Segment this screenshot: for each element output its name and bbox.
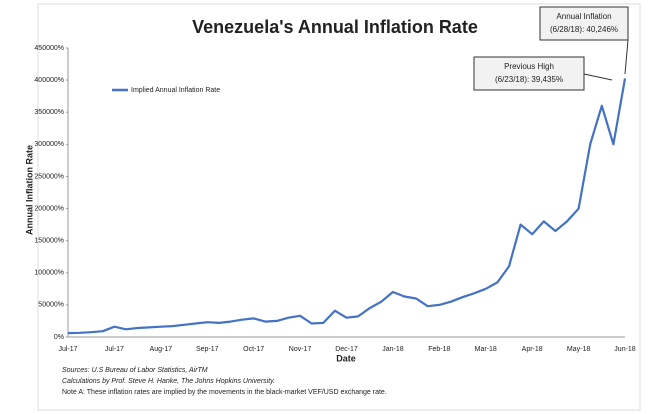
y-tick-label: 0% [54, 334, 64, 341]
annotation-arrow [583, 73, 613, 81]
y-tick-label: 450000% [34, 45, 64, 52]
x-tick-label: Jul-17 [58, 346, 77, 353]
x-tick-label: Aug-17 [150, 346, 173, 353]
annotation-box [539, 6, 629, 41]
x-tick-label: Feb-18 [428, 346, 450, 353]
y-tick-label: 200000% [34, 205, 64, 212]
series-line [67, 78, 627, 335]
legend-label: Implied Annual Inflation Rate [131, 87, 220, 94]
y-tick-label: 100000% [34, 270, 64, 277]
note: Sources: U.S Bureau of Labor Statistics,… [62, 367, 208, 374]
note: Calculations by Prof. Steve H. Hanke, Th… [62, 378, 275, 385]
annotation-box [473, 56, 585, 91]
note: Note A: These inflation rates are implie… [62, 389, 387, 396]
x-axis-label: Date [336, 353, 356, 363]
x-tick-label: Sep-17 [196, 346, 219, 353]
y-tick-label: 150000% [34, 238, 64, 245]
y-tick-label: 400000% [34, 77, 64, 84]
y-axis-label: Annual Inflation Rate [24, 145, 34, 235]
x-tick-label: May-18 [567, 346, 590, 353]
x-tick-label: Dec-17 [335, 346, 358, 353]
x-tick-label: Jul-17 [105, 346, 124, 353]
x-tick-label: Oct-17 [243, 346, 264, 353]
y-tick-label: 250000% [34, 173, 64, 180]
annotation-text: (6/28/18): 40,246% [550, 25, 618, 34]
annotation-text: (6/23/18): 39,435% [495, 75, 563, 84]
x-tick-label: Jun-18 [614, 346, 636, 353]
y-tick-label: 300000% [34, 141, 64, 148]
x-tick-label: Nov-17 [289, 346, 312, 353]
x-tick-label: Mar-18 [475, 346, 497, 353]
annotation-arrow [624, 39, 629, 75]
chart-title: Venezuela's Annual Inflation Rate [192, 17, 478, 37]
y-tick-label: 50000% [38, 302, 64, 309]
x-tick-label: Apr-18 [522, 346, 543, 353]
annotation-text: Annual Inflation [556, 12, 611, 21]
y-tick-label: 350000% [34, 109, 64, 116]
frame [37, 3, 641, 411]
x-tick-label: Jan-18 [382, 346, 404, 353]
annotation-text: Previous High [504, 62, 554, 71]
